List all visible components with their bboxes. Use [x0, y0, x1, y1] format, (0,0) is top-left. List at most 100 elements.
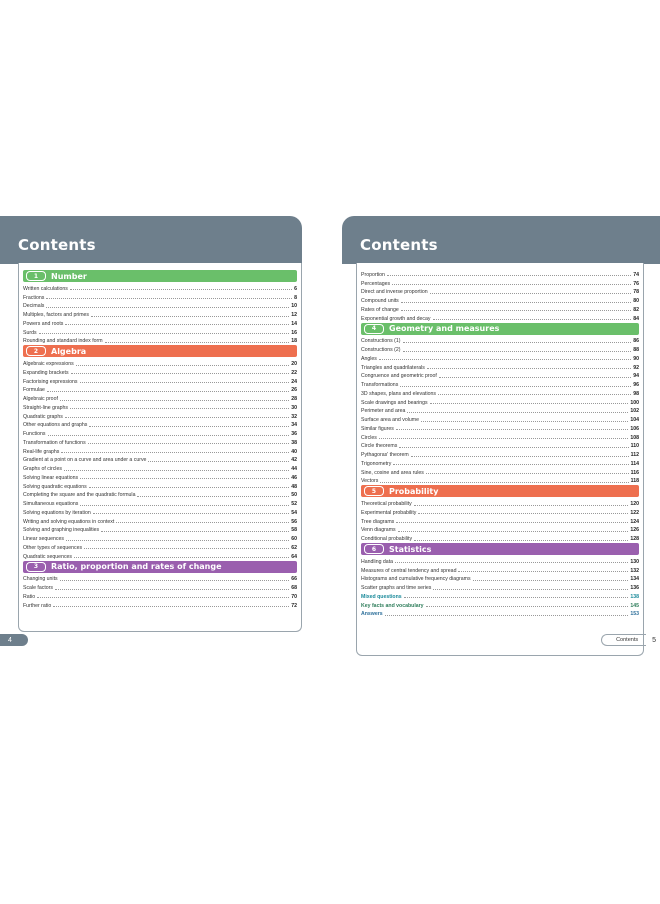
toc-entry[interactable]: Transformations 96: [361, 379, 639, 388]
toc-entry[interactable]: Transformation of functions 38: [23, 437, 297, 446]
toc-entry[interactable]: Factorising expressions 24: [23, 376, 297, 385]
toc-entry-title: Theoretical probability: [361, 501, 412, 507]
toc-entry[interactable]: Trigonometry 114: [361, 458, 639, 467]
toc-entry[interactable]: Completing the square and the quadratic …: [23, 490, 297, 499]
toc-entry-title: Answers: [361, 611, 383, 618]
toc-entry[interactable]: Fractions 8: [23, 292, 297, 301]
toc-entry[interactable]: Writing and solving equations in context…: [23, 516, 297, 525]
toc-entry[interactable]: Straight-line graphs 30: [23, 402, 297, 411]
toc-entry[interactable]: Powers and roots 14: [23, 318, 297, 327]
toc-entry[interactable]: Triangles and quadrilaterals 92: [361, 362, 639, 371]
toc-entry[interactable]: Rounding and standard index form 18: [23, 336, 297, 344]
toc-entry[interactable]: Other equations and graphs 34: [23, 420, 297, 428]
toc-entry[interactable]: Circle theorems 110: [361, 441, 639, 449]
toc-entry[interactable]: Functions 36: [23, 428, 297, 437]
toc-entry[interactable]: Vectors 118: [361, 476, 639, 484]
toc-entry[interactable]: Congruence and geometric proof 94: [361, 371, 639, 379]
toc-entry[interactable]: Solving quadratic equations 48: [23, 481, 297, 490]
toc-entry[interactable]: Scale factors 68: [23, 582, 297, 591]
toc-entry[interactable]: Experimental probability 122: [361, 507, 639, 516]
toc-entry[interactable]: Solving equations by iteration 54: [23, 507, 297, 516]
toc-entry[interactable]: Surface area and volume 104: [361, 414, 639, 423]
toc-entry[interactable]: Measures of central tendency and spread 1…: [361, 565, 639, 574]
toc-entry[interactable]: Scale drawings and bearings 100: [361, 397, 639, 406]
toc-entry-title: Compound units: [361, 298, 399, 304]
toc-entry[interactable]: Compound units 80: [361, 295, 639, 304]
toc-entry[interactable]: Constructions (2) 88: [361, 344, 639, 353]
dot-leader: [437, 394, 632, 396]
toc-entry[interactable]: Proportion 74: [361, 269, 639, 278]
dot-leader: [438, 376, 632, 378]
toc-entry-page: 104: [630, 417, 639, 423]
toc-entry[interactable]: Surds 16: [23, 327, 297, 336]
dot-leader: [395, 429, 629, 431]
toc-entry[interactable]: Changing units 66: [23, 574, 297, 582]
toc-entry[interactable]: Quadratic graphs 32: [23, 411, 297, 420]
toc-entry-title: Tree diagrams: [361, 518, 395, 525]
toc-entry[interactable]: Answers 153: [361, 609, 639, 618]
toc-entry[interactable]: Ratio 70: [23, 591, 297, 600]
toc-entry[interactable]: Venn diagrams 126: [361, 525, 639, 533]
toc-entry[interactable]: Angles 90: [361, 353, 639, 362]
toc-entry-page: 50: [291, 492, 297, 499]
toc-entry[interactable]: Gradient at a point on a curve and area …: [23, 455, 297, 463]
toc-entry-title: Simultaneous equations: [23, 501, 79, 507]
toc-entry[interactable]: Linear sequences 60: [23, 533, 297, 542]
toc-entry[interactable]: Graphs of circles 44: [23, 463, 297, 472]
toc-entry[interactable]: Conditional probability 128: [361, 533, 639, 542]
toc-entry[interactable]: Other types of sequences 62: [23, 542, 297, 551]
dot-leader: [432, 319, 632, 320]
toc-entry[interactable]: Algebraic expressions 20: [23, 358, 297, 367]
toc-entry-title: Surds: [23, 329, 37, 336]
toc-entry-page: 28: [291, 396, 297, 402]
toc-entry[interactable]: Written calculations 6: [23, 283, 297, 292]
toc-entry-title: Algebraic proof: [23, 396, 58, 402]
dot-leader: [458, 571, 629, 572]
section-number: 1: [26, 271, 46, 281]
toc-entry[interactable]: Expanding brackets 22: [23, 367, 297, 376]
toc-entry[interactable]: Pythagoras' theorem 112: [361, 449, 639, 458]
toc-entry[interactable]: Tree diagrams 124: [361, 516, 639, 525]
toc-entry[interactable]: Histograms and cumulative frequency diag…: [361, 574, 639, 582]
toc-entry[interactable]: Algebraic proof 28: [23, 393, 297, 402]
toc-entry[interactable]: Constructions (1) 86: [361, 336, 639, 344]
dot-leader: [38, 333, 290, 334]
toc-entry[interactable]: 3D shapes, plans and elevations 98: [361, 388, 639, 397]
toc-entry[interactable]: Rates of change 82: [361, 304, 639, 313]
toc-entry-title: Triangles and quadrilaterals: [361, 364, 425, 371]
toc-entry[interactable]: Solving and graphing inequalities 58: [23, 525, 297, 533]
left-page: Contents 1 Number Written calculations 6 Fra…: [0, 216, 320, 646]
dot-leader: [69, 408, 290, 410]
toc-entry[interactable]: Quadratic sequences 64: [23, 551, 297, 560]
toc-entry[interactable]: Direct and inverse proportion 78: [361, 287, 639, 295]
toc-entry[interactable]: Exponential growth and decay 84: [361, 313, 639, 322]
dot-leader: [407, 411, 629, 413]
toc-entry[interactable]: Perimeter and area 102: [361, 406, 639, 414]
toc-entry-page: 145: [630, 602, 639, 609]
toc-entry[interactable]: Circles 108: [361, 432, 639, 441]
toc-entry[interactable]: Similar figures 106: [361, 423, 639, 432]
dot-leader: [137, 495, 290, 497]
dot-leader: [400, 385, 632, 387]
toc-entry[interactable]: Decimals 10: [23, 301, 297, 310]
dot-leader: [80, 504, 290, 506]
toc-entry[interactable]: Real-life graphs 40: [23, 446, 297, 455]
toc-entry[interactable]: Handling data 130: [361, 556, 639, 565]
toc-entry[interactable]: Further ratio 72: [23, 600, 297, 609]
toc-entry[interactable]: Percentages 76: [361, 278, 639, 287]
toc-entry-page: 130: [630, 558, 639, 565]
toc-entry[interactable]: Key facts and vocabulary 145: [361, 600, 639, 609]
dot-leader: [413, 504, 629, 506]
toc-entry-page: 12: [291, 312, 297, 318]
toc-entry[interactable]: Solving linear equations 46: [23, 472, 297, 481]
toc-entry[interactable]: Formulae 26: [23, 385, 297, 393]
toc-entry[interactable]: Theoretical probability 120: [361, 498, 639, 507]
toc-entry[interactable]: Scatter graphs and time series 136: [361, 582, 639, 591]
toc-entry[interactable]: Simultaneous equations 52: [23, 498, 297, 507]
toc-entry[interactable]: Sine, cosine and area rules 116: [361, 467, 639, 476]
toc-entry-title: Decimals: [23, 303, 45, 310]
toc-entry-page: 88: [633, 347, 639, 353]
toc-entry[interactable]: Multiples, factors and primes 12: [23, 309, 297, 318]
dot-leader: [414, 539, 629, 541]
toc-entry[interactable]: Mixed questions 138: [361, 591, 639, 600]
